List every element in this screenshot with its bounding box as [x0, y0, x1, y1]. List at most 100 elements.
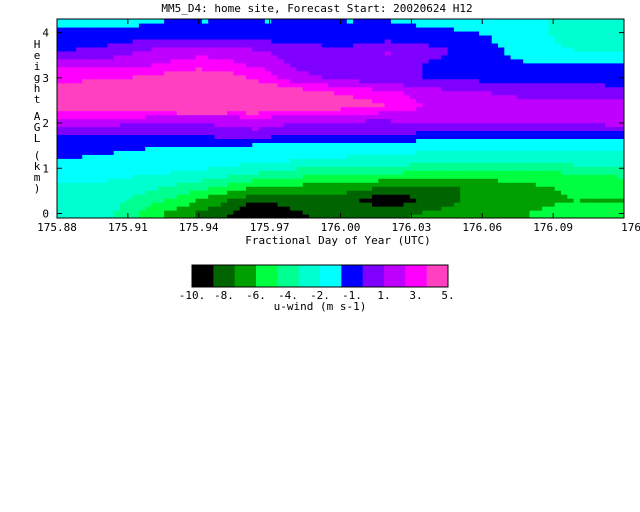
- heatmap-cell: [479, 138, 486, 143]
- heatmap-cell: [453, 122, 461, 128]
- heatmap-cell: [403, 130, 411, 136]
- heatmap-cell: [611, 214, 619, 218]
- heatmap-cell: [535, 174, 543, 179]
- heatmap-cell: [561, 194, 568, 199]
- heatmap-cell: [132, 202, 140, 207]
- heatmap-cell: [403, 162, 411, 167]
- heatmap-cell: [579, 22, 587, 28]
- heatmap-cell: [605, 166, 612, 171]
- heatmap-cell: [246, 158, 253, 163]
- heatmap-cell: [567, 19, 575, 24]
- heatmap-cell: [554, 158, 562, 163]
- heatmap-cell: [120, 154, 127, 159]
- heatmap-cell: [258, 138, 266, 143]
- heatmap-cell: [246, 90, 253, 96]
- heatmap-cell: [271, 74, 279, 80]
- heatmap-cell: [296, 134, 304, 139]
- heatmap-cell: [334, 38, 342, 44]
- heatmap-cell: [498, 158, 505, 163]
- heatmap-cell: [157, 34, 165, 40]
- heatmap-cell: [460, 122, 468, 128]
- heatmap-cell: [246, 202, 253, 207]
- heatmap-cell: [498, 38, 505, 44]
- heatmap-cell: [378, 118, 386, 124]
- heatmap-cell: [359, 74, 367, 80]
- heatmap-cell: [57, 186, 64, 191]
- heatmap-cell: [340, 206, 348, 211]
- heatmap-cell: [113, 178, 121, 183]
- heatmap-cell: [309, 202, 316, 207]
- heatmap-cell: [57, 198, 64, 203]
- heatmap-cell: [82, 42, 90, 48]
- heatmap-cell: [315, 19, 323, 24]
- heatmap-cell: [372, 70, 379, 76]
- heatmap-cell: [529, 102, 537, 108]
- heatmap-cell: [195, 62, 203, 68]
- heatmap-cell: [554, 106, 562, 112]
- heatmap-cell: [605, 190, 612, 195]
- heatmap-cell: [164, 22, 171, 28]
- heatmap-cell: [516, 114, 524, 120]
- heatmap-cell: [214, 118, 222, 124]
- heatmap-cell: [353, 134, 360, 139]
- heatmap-cell: [397, 106, 405, 112]
- heatmap-cell: [176, 114, 184, 120]
- heatmap-cell: [479, 118, 486, 124]
- heatmap-cell: [258, 110, 266, 116]
- heatmap-cell: [479, 90, 486, 96]
- heatmap-cell: [315, 162, 323, 167]
- heatmap-cell: [101, 82, 108, 88]
- heatmap-cell: [573, 38, 581, 44]
- heatmap-cell: [201, 166, 209, 171]
- heatmap-cell: [510, 74, 518, 80]
- heatmap-cell: [107, 202, 115, 207]
- heatmap-cell: [605, 182, 612, 187]
- heatmap-cell: [101, 130, 108, 136]
- heatmap-cell: [321, 190, 329, 195]
- heatmap-cell: [220, 126, 228, 132]
- heatmap-cell: [472, 98, 480, 104]
- heatmap-cell: [403, 134, 411, 139]
- heatmap-cell: [409, 58, 417, 64]
- heatmap-cell: [435, 82, 442, 88]
- heatmap-cell: [334, 186, 342, 191]
- heatmap-cell: [170, 58, 178, 64]
- heatmap-cell: [334, 194, 342, 199]
- heatmap-cell: [573, 210, 581, 215]
- heatmap-cell: [523, 78, 531, 84]
- heatmap-cell: [271, 34, 279, 40]
- heatmap-cell: [327, 206, 335, 211]
- heatmap-cell: [447, 202, 455, 207]
- heatmap-cell: [57, 82, 64, 88]
- heatmap-cell: [359, 126, 367, 132]
- heatmap-cell: [164, 126, 171, 132]
- heatmap-cell: [453, 26, 461, 32]
- heatmap-cell: [340, 138, 348, 143]
- heatmap-cell: [107, 82, 115, 88]
- heatmap-cell: [227, 186, 234, 191]
- heatmap-cell: [283, 154, 291, 159]
- heatmap-cell: [283, 138, 291, 143]
- heatmap-cell: [252, 42, 260, 48]
- heatmap-cell: [409, 106, 417, 112]
- heatmap-cell: [309, 26, 316, 32]
- heatmap-cell: [397, 62, 405, 68]
- heatmap-cell: [57, 30, 64, 36]
- heatmap-cell: [88, 210, 96, 215]
- heatmap-cell: [510, 38, 518, 44]
- colorbar-tick-label: -6.: [246, 289, 266, 302]
- heatmap-cell: [605, 66, 612, 72]
- heatmap-cell: [239, 94, 247, 100]
- heatmap-cell: [183, 94, 190, 100]
- heatmap-cell: [258, 90, 266, 96]
- heatmap-cell: [145, 126, 153, 132]
- heatmap-cell: [233, 50, 241, 56]
- heatmap-cell: [409, 110, 417, 116]
- heatmap-cell: [132, 19, 140, 24]
- heatmap-cell: [485, 194, 493, 199]
- heatmap-cell: [195, 158, 203, 163]
- heatmap-cell: [447, 98, 455, 104]
- heatmap-cell: [567, 150, 575, 155]
- heatmap-cell: [598, 190, 606, 195]
- heatmap-cell: [516, 46, 524, 52]
